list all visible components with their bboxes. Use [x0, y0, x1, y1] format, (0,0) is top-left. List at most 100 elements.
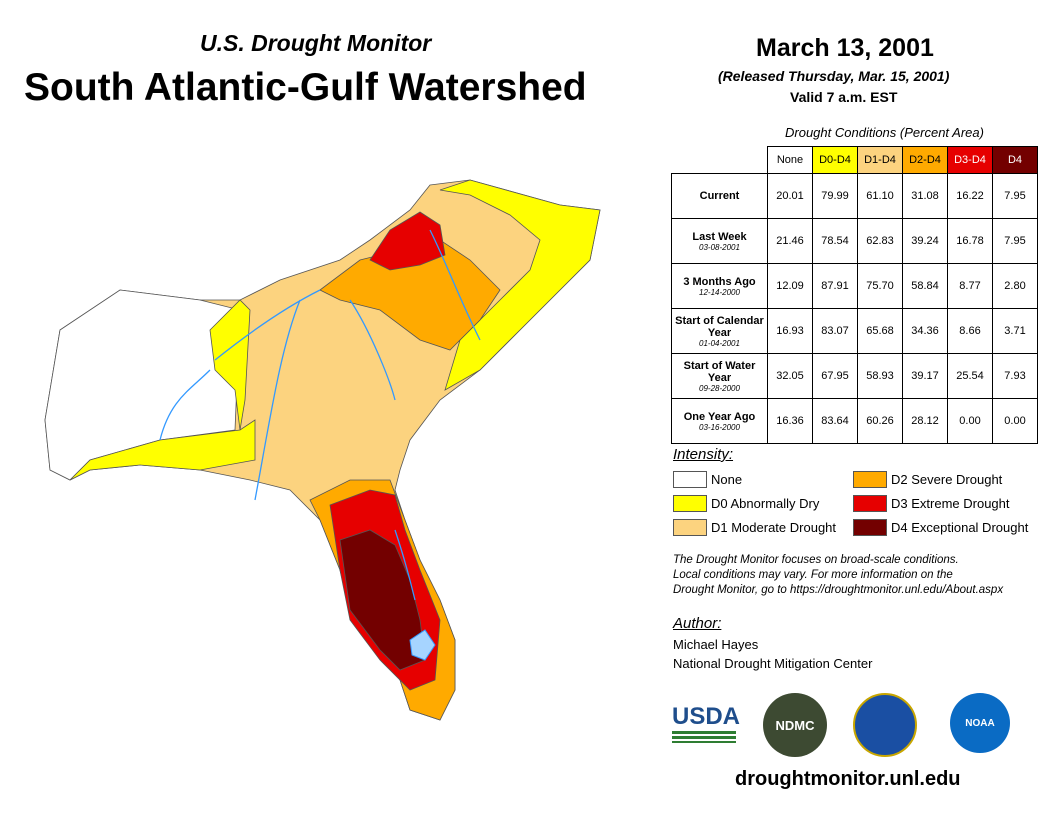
valid-time: Valid 7 a.m. EST — [790, 89, 898, 105]
row-label-text: Last Week — [692, 230, 747, 243]
table-caption: Drought Conditions (Percent Area) — [785, 125, 984, 140]
drought-map — [44, 179, 601, 721]
table-cell: 7.93 — [992, 353, 1038, 399]
region-d0-west — [209, 299, 251, 431]
row-label: Start of Calendar Year 01-04-2001 — [671, 308, 768, 354]
row-label: 3 Months Ago 12-14-2000 — [671, 263, 768, 309]
row-date: 03-16-2000 — [699, 422, 740, 432]
row-date: 12-14-2000 — [699, 287, 740, 297]
table-cell: 65.68 — [857, 308, 903, 354]
region-d0-south — [69, 419, 256, 481]
table-cell: 34.36 — [902, 308, 948, 354]
row-label-text: Start of Water Year — [683, 359, 756, 384]
col-d4: D4 — [992, 146, 1038, 174]
legend-label: D3 Extreme Drought — [891, 496, 1010, 511]
table-cell: 8.66 — [947, 308, 993, 354]
note-line: The Drought Monitor focuses on broad-sca… — [673, 554, 959, 566]
row-label: One Year Ago 03-16-2000 — [671, 398, 768, 444]
subtitle: U.S. Drought Monitor — [200, 30, 432, 56]
author-title: Author: — [673, 615, 722, 632]
table-row: Start of Calendar Year 01-04-2001 16.93 83.… — [671, 308, 1038, 354]
table-cell: 20.01 — [767, 173, 813, 219]
table-cell: 21.46 — [767, 218, 813, 264]
row-date: 03-08-2001 — [699, 242, 740, 252]
legend-swatch — [853, 519, 887, 536]
table-cell: 39.24 — [902, 218, 948, 264]
legend-title: Intensity: — [673, 446, 734, 463]
table-row: Current 20.01 79.99 61.10 31.08 16.22 7.95 — [671, 173, 1038, 219]
table-cell: 0.00 — [992, 398, 1038, 444]
row-date: 09-28-2000 — [699, 383, 740, 393]
legend-swatch — [673, 495, 707, 512]
col-d0-d4: D0-D4 — [812, 146, 858, 174]
col-d2-d4: D2-D4 — [902, 146, 948, 174]
table-cell: 58.93 — [857, 353, 903, 399]
legend-label: D0 Abnormally Dry — [711, 496, 820, 511]
footer-url[interactable]: droughtmonitor.unl.edu — [735, 768, 961, 790]
col-d3-d4: D3-D4 — [947, 146, 993, 174]
doc-seal-logo — [853, 693, 917, 757]
table-cell: 16.78 — [947, 218, 993, 264]
table-row: 3 Months Ago 12-14-2000 12.09 87.91 75.70 58.… — [671, 263, 1038, 309]
legend-label: D1 Moderate Drought — [711, 520, 837, 535]
row-label: Start of Water Year 09-28-2000 — [671, 353, 768, 399]
lake-okeechobee — [409, 629, 436, 661]
table-cell: 83.64 — [812, 398, 858, 444]
table-cell: 3.71 — [992, 308, 1038, 354]
note-line: Local conditions may vary. For more info… — [673, 569, 953, 581]
table-cell: 62.83 — [857, 218, 903, 264]
region-d0-coast — [439, 179, 601, 391]
drought-conditions-table: None D0-D4 D1-D4 D2-D4 D3-D4 D4 Current 2… — [671, 146, 1038, 444]
table-cell: 75.70 — [857, 263, 903, 309]
map-date: March 13, 2001 — [756, 34, 934, 62]
col-d1-d4: D1-D4 — [857, 146, 903, 174]
release-date: (Released Thursday, Mar. 15, 2001) — [718, 68, 950, 84]
table-cell: 61.10 — [857, 173, 903, 219]
row-label: Current — [671, 173, 768, 219]
legend-label: D2 Severe Drought — [891, 472, 1003, 487]
table-cell: 31.08 — [902, 173, 948, 219]
table-cell: 67.95 — [812, 353, 858, 399]
table-cell: 16.93 — [767, 308, 813, 354]
legend-swatch — [853, 471, 887, 488]
legend-label: None — [711, 472, 743, 487]
legend-swatch — [673, 519, 707, 536]
col-none: None — [767, 146, 813, 174]
table-cell: 7.95 — [992, 218, 1038, 264]
table-cell: 12.09 — [767, 263, 813, 309]
table-cell: 28.12 — [902, 398, 948, 444]
table-row: One Year Ago 03-16-2000 16.36 83.64 60.26 28.… — [671, 398, 1038, 444]
row-date: 01-04-2001 — [699, 338, 740, 348]
table-row: Last Week 03-08-2001 21.46 78.54 62.83 39.24 1… — [671, 218, 1038, 264]
table-cell: 58.84 — [902, 263, 948, 309]
author-org: National Drought Mitigation Center — [673, 656, 873, 671]
table-cell: 83.07 — [812, 308, 858, 354]
row-label: Last Week 03-08-2001 — [671, 218, 768, 264]
row-label-text: Start of Calendar Year — [675, 314, 764, 339]
note-line: Drought Monitor, go to https://droughtmo… — [673, 584, 1004, 596]
page-title: South Atlantic-Gulf Watershed — [24, 66, 587, 109]
table-cell: 7.95 — [992, 173, 1038, 219]
legend-label: D4 Exceptional Drought — [891, 520, 1029, 535]
row-label-text: 3 Months Ago — [683, 275, 756, 288]
noaa-logo: NOAA — [950, 693, 1010, 753]
table-cell: 60.26 — [857, 398, 903, 444]
usda-logo: USDA — [672, 703, 740, 748]
table-cell: 8.77 — [947, 263, 993, 309]
table-cell: 2.80 — [992, 263, 1038, 309]
row-label-text: Current — [699, 190, 740, 202]
table-header-row: None D0-D4 D1-D4 D2-D4 D3-D4 D4 — [672, 146, 1038, 174]
ndmc-logo: NDMC — [763, 693, 827, 757]
table-cell: 79.99 — [812, 173, 858, 219]
rivers — [159, 229, 481, 601]
author-name: Michael Hayes — [673, 637, 759, 652]
table-cell: 0.00 — [947, 398, 993, 444]
table-row: Start of Water Year 09-28-2000 32.05 67.95 5… — [671, 353, 1038, 399]
disclaimer-note: The Drought Monitor focuses on broad-sca… — [673, 553, 1003, 598]
table-cell: 87.91 — [812, 263, 858, 309]
region-d3-nc — [369, 211, 446, 271]
table-cell: 32.05 — [767, 353, 813, 399]
legend-swatch — [853, 495, 887, 512]
table-cell: 25.54 — [947, 353, 993, 399]
